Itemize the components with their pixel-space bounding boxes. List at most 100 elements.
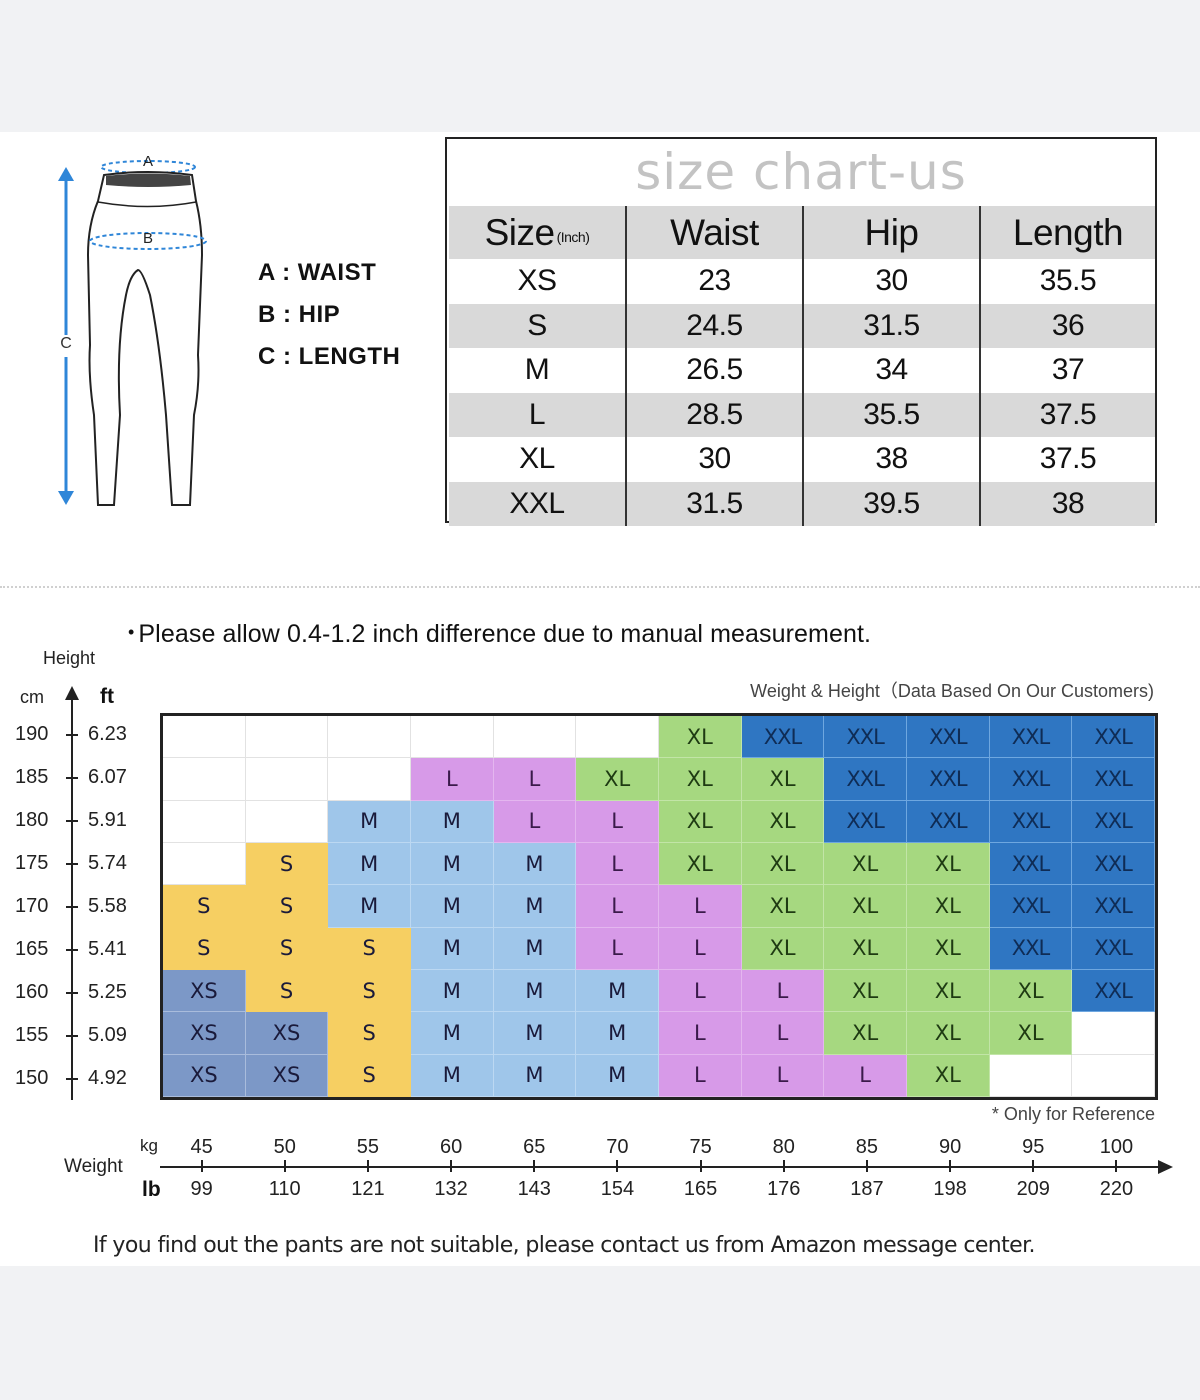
grid-cell: XL [741, 800, 825, 843]
grid-cell: M [493, 885, 577, 928]
grid-cell: XL [989, 969, 1073, 1013]
size-table-body: Size (Inch) Waist Hip Length XS 23 30 35.… [449, 206, 1155, 526]
y-tick: 175 5.74 [0, 852, 140, 876]
legend-waist: A : WAIST [258, 259, 377, 286]
grid-cell: XXL [989, 716, 1073, 759]
grid-cell [245, 716, 329, 759]
grid-cell: XS [163, 969, 246, 1013]
grid-cell: XL [658, 842, 742, 886]
y-tick: 185 6.07 [0, 766, 140, 790]
x-axis-line [160, 1166, 1160, 1168]
grid-cell: M [410, 800, 494, 843]
length-arrow-icon [58, 167, 74, 505]
grid-cell [1072, 1054, 1155, 1097]
header-hip: Hip [802, 206, 979, 259]
x-tick-lb: 209 [1016, 1178, 1050, 1200]
grid-cell: S [328, 969, 411, 1013]
cell-length: 37.5 [979, 437, 1155, 482]
grid-cell: M [328, 842, 411, 886]
cell-hip: 34 [802, 348, 979, 393]
grid-cell: S [245, 842, 329, 886]
cell-size: M [524, 353, 550, 387]
grid-cell: S [328, 927, 411, 970]
cell-hip: 38 [802, 437, 979, 482]
cell-hip: 30 [802, 259, 979, 304]
tick-mark [1115, 1160, 1118, 1172]
x-tick-lb: 110 [268, 1178, 301, 1200]
tick-mark [66, 862, 78, 865]
grid-cell: XXL [824, 800, 907, 843]
x-tick: 80 176 [754, 1136, 814, 1206]
grid-cell [163, 758, 246, 801]
grid-cell: XS [163, 1012, 246, 1055]
grid-cell: L [576, 927, 659, 970]
x-tick-kg: 95 [1022, 1136, 1045, 1158]
x-tick: 75 165 [671, 1136, 731, 1206]
grid-cell [989, 1054, 1073, 1097]
grid-cell: XL [906, 842, 990, 886]
y-tick: 170 5.58 [0, 895, 140, 919]
y-tick-cm: 165 [15, 937, 49, 960]
x-tick: 45 99 [172, 1136, 232, 1206]
size-chart-title: size chart-us [635, 143, 967, 201]
header-length: Length [979, 206, 1155, 259]
cell-hip: 31.5 [802, 303, 979, 348]
y-tick: 180 5.91 [0, 809, 140, 833]
grid-cell: XXL [1072, 716, 1155, 759]
grid-cell: XXL [906, 758, 990, 801]
grid-cell: M [493, 969, 577, 1013]
x-tick-lb: 143 [517, 1178, 551, 1200]
x-tick: 85 187 [837, 1136, 897, 1206]
grid-cell [163, 716, 246, 759]
grid-cell: L [658, 927, 742, 970]
header-size: Size (Inch) [449, 206, 625, 259]
grid-cell: L [576, 800, 659, 843]
grid-cell [328, 716, 411, 759]
cell-length: 37.5 [979, 392, 1155, 437]
grid-cell: XXL [824, 758, 907, 801]
tick-mark [66, 1077, 78, 1080]
x-tick-kg: 60 [439, 1136, 463, 1158]
leggings-diagram: C A B [58, 153, 207, 506]
tick-mark [782, 1160, 785, 1172]
grid-cell: M [328, 885, 411, 928]
section-divider [0, 586, 1200, 588]
grid-cell: XL [824, 842, 907, 886]
size-chart-table: size chart-us Size (Inch) Waist Hip Lengt… [445, 137, 1157, 526]
grid-cell: XXL [1072, 927, 1155, 970]
cell-waist: 30 [625, 437, 802, 482]
grid-cell: XXL [989, 800, 1073, 843]
legend-length: C : LENGTH [258, 343, 401, 370]
grid-cell [576, 716, 659, 759]
cell-waist: 24.5 [625, 303, 802, 348]
x-tick: 100 220 [1086, 1136, 1146, 1206]
grid-cell: L [493, 758, 577, 801]
tick-mark [66, 1034, 78, 1037]
grid-cell: M [493, 842, 577, 886]
grid-cell: S [245, 885, 329, 928]
cell-waist: 28.5 [625, 392, 802, 437]
x-tick-lb: 220 [1099, 1178, 1134, 1200]
cell-hip: 35.5 [802, 392, 979, 437]
y-tick-cm: 155 [15, 1023, 49, 1046]
cell-size: XS [517, 264, 557, 298]
grid-cell: L [576, 885, 659, 928]
x-tick-kg: 65 [523, 1136, 546, 1158]
grid-cell: S [328, 1012, 411, 1055]
x-tick-kg: 75 [689, 1136, 712, 1158]
x-unit-kg: kg [140, 1136, 158, 1155]
x-tick-kg: 55 [356, 1136, 380, 1158]
tick-mark [450, 1160, 453, 1172]
grid-cell: M [493, 1054, 577, 1097]
bullet-icon: • [128, 622, 135, 642]
y-tick-cm: 185 [15, 765, 49, 788]
grid-cell: XL [906, 969, 990, 1013]
x-tick: 50 110 [255, 1136, 315, 1206]
x-tick: 65 143 [504, 1136, 564, 1206]
y-tick-cm: 150 [15, 1066, 49, 1089]
x-tick-lb: 121 [351, 1178, 385, 1200]
grid-cell: M [576, 1054, 659, 1097]
grid-cell: XXL [989, 758, 1073, 801]
table-row: XXL 31.5 39.5 38 [449, 481, 1155, 526]
grid-cell: XS [245, 1054, 329, 1097]
